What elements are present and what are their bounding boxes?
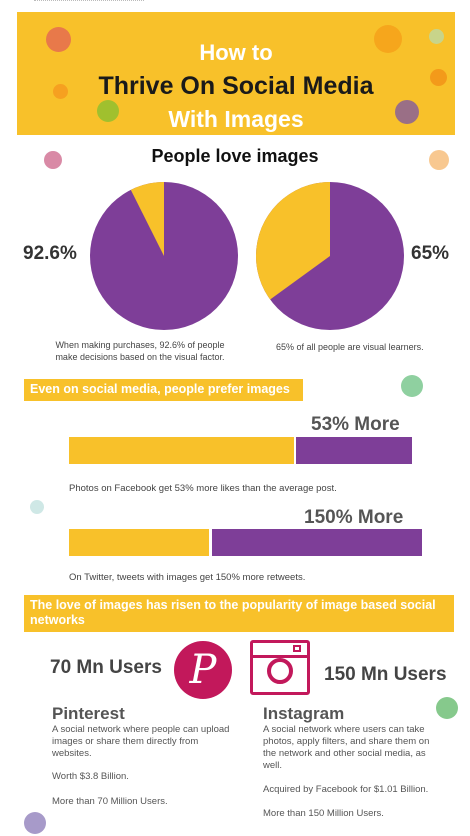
header-title-line2: Thrive On Social Media [98, 72, 374, 100]
instagram-acquired: Acquired by Facebook for $1.01 Billion. [263, 784, 429, 795]
decor-dot [97, 100, 119, 122]
instagram-description: A social network where users can take ph… [263, 724, 429, 772]
caption-facebook: Photos on Facebook get 53% more likes th… [69, 483, 337, 494]
section-title-people-love-images: People love images [151, 146, 319, 166]
pinterest-name: Pinterest [52, 704, 125, 723]
decor-dot [30, 500, 44, 514]
caption-line: When making purchases, 92.6% of people [55, 340, 225, 350]
desc-line: A social network where people can upload [52, 724, 230, 735]
pinterest-logo-icon: P [174, 641, 232, 699]
pie-chart-visual-learners [256, 182, 404, 330]
caption-twitter: On Twitter, tweets with images get 150% … [69, 572, 306, 583]
decor-dot [436, 697, 458, 719]
instagram-logo-band [253, 655, 307, 658]
decor-dot [24, 812, 46, 834]
twitter-bar-extra [212, 529, 422, 556]
instagram-name: Instagram [263, 704, 345, 723]
caption-visual-learners: 65% of all people are visual learners. [276, 342, 424, 352]
decor-dot [430, 69, 447, 86]
desc-line: the network and other social media, as [263, 748, 426, 759]
twitter-bar-base [69, 529, 209, 556]
header-title-line3: With Images [168, 106, 304, 132]
decor-dot [374, 25, 402, 53]
desc-line: images or share them directly from [52, 736, 199, 747]
decor-dot [46, 27, 71, 52]
pinterest-users: 70 Mn Users [50, 657, 162, 678]
instagram-logo-icon [250, 640, 310, 695]
caption-purchases: When making purchases, 92.6% of people m… [40, 339, 240, 363]
top-dotted-line [34, 0, 144, 4]
banner-line: The love of images has risen to the popu… [30, 598, 436, 612]
banner-prefer-images: Even on social media, people prefer imag… [24, 379, 303, 401]
instagram-users: 150 Mn Users [324, 664, 447, 685]
pinterest-user-count: More than 70 Million Users. [52, 796, 168, 807]
decor-dot [395, 100, 419, 124]
pie-slice-remainder [130, 182, 164, 256]
percent-label-left: 92.6% [23, 243, 77, 264]
decor-dot [53, 84, 68, 99]
pie-chart-purchases [90, 182, 238, 330]
pinterest-description: A social network where people can upload… [52, 724, 229, 760]
decor-dot [401, 375, 423, 397]
percent-label-right: 65% [411, 243, 450, 264]
decor-dot [429, 29, 444, 44]
header-banner: How to Thrive On Social Media With Image… [17, 12, 455, 135]
header-title-line1: How to [199, 40, 273, 65]
desc-line: A social network where users can take [263, 724, 425, 735]
facebook-bar-extra [296, 437, 412, 464]
desc-line: well. [263, 760, 283, 771]
desc-line: photos, apply filters, and share them on [263, 736, 430, 747]
twitter-more-label: 150% More [304, 507, 404, 528]
pinterest-logo-letter: P [189, 647, 217, 693]
decor-dot [429, 150, 449, 170]
banner-rise-of-image-networks: The love of images has risen to the popu… [24, 595, 454, 632]
instagram-user-count: More than 150 Million Users. [263, 808, 384, 819]
facebook-more-label: 53% More [311, 414, 400, 435]
caption-line: make decisions based on the visual facto… [55, 352, 225, 362]
facebook-bar-base [69, 437, 294, 464]
instagram-logo-lens [267, 658, 293, 684]
pie-slice-other-learners [256, 182, 330, 300]
decor-dot [44, 151, 62, 169]
instagram-logo-viewfinder [293, 645, 301, 652]
pinterest-worth: Worth $3.8 Billion. [52, 771, 129, 782]
banner-line: networks [30, 613, 85, 627]
desc-line: websites. [52, 748, 92, 759]
